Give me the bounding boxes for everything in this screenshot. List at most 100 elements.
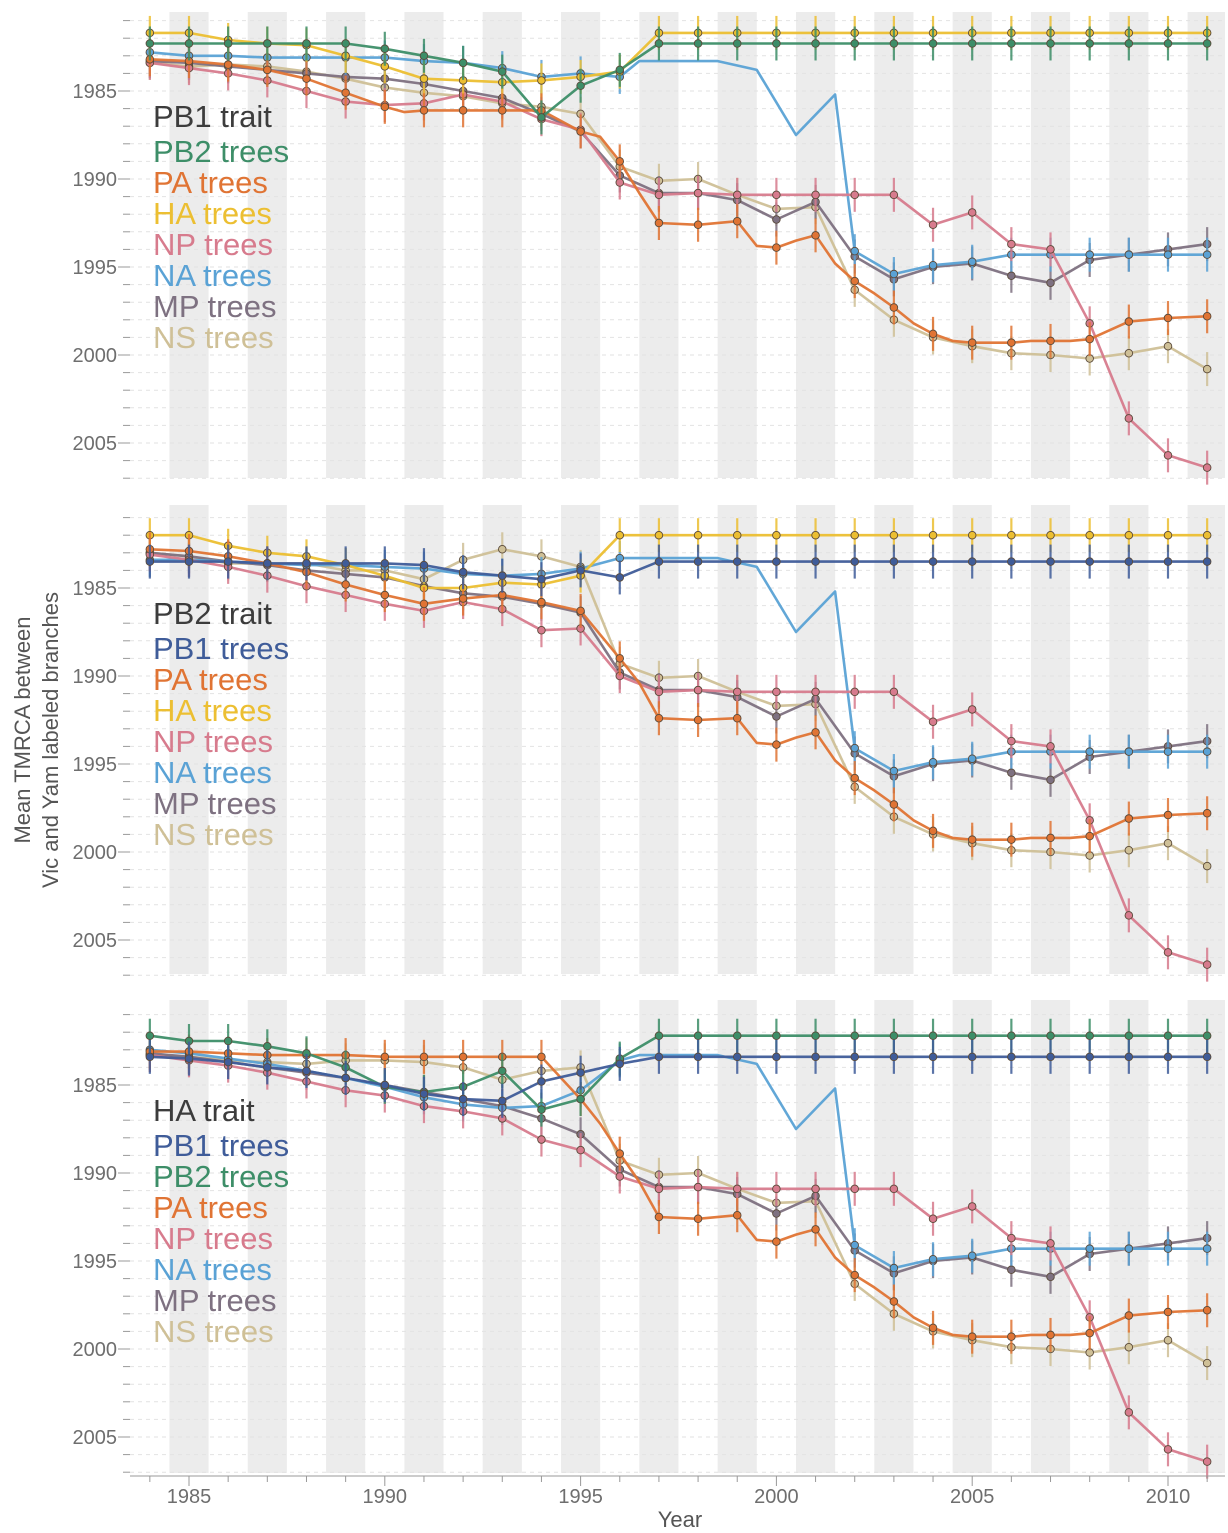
data-point bbox=[654, 1184, 664, 1194]
data-point bbox=[537, 1105, 546, 1114]
data-point bbox=[928, 1031, 938, 1040]
data-point bbox=[1046, 1272, 1055, 1282]
data-point bbox=[537, 597, 546, 607]
legend-entry-ha: HA trees bbox=[153, 693, 272, 728]
data-point bbox=[1124, 845, 1134, 855]
y-tick-label: 2000 bbox=[73, 1339, 118, 1361]
data-point bbox=[811, 728, 820, 737]
data-point bbox=[576, 1094, 585, 1104]
year-band bbox=[717, 1000, 757, 1473]
data-point bbox=[889, 557, 899, 566]
data-point bbox=[341, 88, 350, 98]
data-point bbox=[967, 754, 977, 763]
data-point bbox=[1124, 530, 1134, 540]
data-point bbox=[576, 606, 585, 616]
data-point bbox=[302, 559, 311, 568]
data-point bbox=[967, 530, 977, 540]
data-point bbox=[223, 39, 233, 48]
data-point bbox=[889, 1263, 899, 1273]
data-point bbox=[576, 127, 585, 136]
year-band bbox=[874, 12, 914, 478]
series-line bbox=[149, 31, 1208, 84]
data-point bbox=[263, 65, 272, 75]
panel-title: PB2 trait bbox=[153, 596, 272, 631]
pb1-trait-pa-series bbox=[145, 42, 1212, 360]
data-point bbox=[1046, 530, 1055, 540]
data-point bbox=[693, 1214, 703, 1224]
x-tick-label: 2005 bbox=[950, 1486, 995, 1508]
data-point bbox=[732, 1052, 742, 1062]
data-point bbox=[1124, 1342, 1134, 1352]
data-point bbox=[850, 773, 859, 783]
data-point bbox=[732, 687, 742, 697]
y-axis-label-line-1: Mean TMRCA between bbox=[10, 616, 35, 843]
legend-entry-pb2: PB2 trees bbox=[153, 134, 289, 169]
data-point bbox=[1007, 1332, 1016, 1341]
data-point bbox=[693, 220, 703, 230]
y-tick-label: 1990 bbox=[73, 666, 118, 688]
data-point bbox=[1202, 861, 1212, 871]
data-point bbox=[1124, 814, 1134, 823]
data-point bbox=[380, 590, 390, 600]
data-point bbox=[772, 712, 781, 721]
data-point bbox=[537, 625, 546, 635]
data-point bbox=[302, 39, 311, 48]
series-line bbox=[149, 1053, 1208, 1463]
data-point bbox=[419, 599, 429, 609]
data-point bbox=[341, 39, 350, 48]
data-point bbox=[615, 573, 625, 582]
data-point bbox=[967, 1332, 977, 1341]
data-point bbox=[1202, 364, 1212, 374]
data-point bbox=[654, 687, 664, 697]
x-tick-label: 2010 bbox=[1146, 1486, 1191, 1508]
legend-entry-pb1: PB1 trees bbox=[153, 631, 289, 666]
data-point bbox=[380, 559, 390, 568]
legend-entry-mp: MP trees bbox=[153, 289, 276, 324]
legend-entry-na: NA trees bbox=[153, 1252, 272, 1287]
data-point bbox=[1163, 341, 1173, 351]
data-point bbox=[1124, 1311, 1134, 1320]
data-point bbox=[1124, 39, 1134, 48]
data-point bbox=[498, 571, 507, 580]
data-point bbox=[928, 1254, 938, 1264]
data-point bbox=[1202, 809, 1212, 818]
data-point bbox=[419, 1052, 429, 1062]
legend-entry-mp: MP trees bbox=[153, 786, 276, 821]
data-point bbox=[576, 1145, 585, 1155]
data-point bbox=[928, 260, 938, 270]
data-point bbox=[772, 243, 781, 252]
data-point bbox=[654, 1052, 664, 1062]
data-point bbox=[928, 530, 938, 540]
data-point bbox=[889, 1052, 899, 1062]
data-point bbox=[1124, 1408, 1134, 1417]
data-point bbox=[967, 257, 977, 266]
series-line bbox=[149, 1053, 1208, 1365]
data-point bbox=[1085, 250, 1094, 259]
data-point bbox=[1163, 838, 1173, 848]
data-point bbox=[1202, 1358, 1212, 1368]
data-point bbox=[1202, 312, 1212, 321]
data-point bbox=[654, 557, 664, 566]
legend-entry-pa: PA trees bbox=[153, 165, 268, 200]
data-point bbox=[537, 1077, 546, 1086]
data-point bbox=[1085, 831, 1094, 841]
data-point bbox=[693, 715, 703, 725]
data-point bbox=[498, 1066, 507, 1076]
data-point bbox=[263, 1042, 272, 1051]
legend-entry-np: NP trees bbox=[153, 724, 273, 759]
data-point bbox=[850, 743, 859, 753]
year-band bbox=[874, 505, 914, 974]
data-point bbox=[850, 190, 859, 200]
data-point bbox=[458, 106, 468, 115]
data-point bbox=[889, 687, 899, 697]
panel-title: PB1 trait bbox=[153, 99, 272, 134]
y-tick-label: 1985 bbox=[73, 81, 118, 103]
data-point bbox=[1163, 948, 1173, 957]
data-point bbox=[1046, 1239, 1055, 1248]
data-point bbox=[811, 1031, 820, 1040]
data-point bbox=[928, 39, 938, 48]
data-point bbox=[1202, 1031, 1212, 1040]
data-point bbox=[223, 557, 233, 566]
x-axis-label: Year bbox=[658, 1507, 702, 1532]
year-bands bbox=[169, 12, 1225, 1473]
